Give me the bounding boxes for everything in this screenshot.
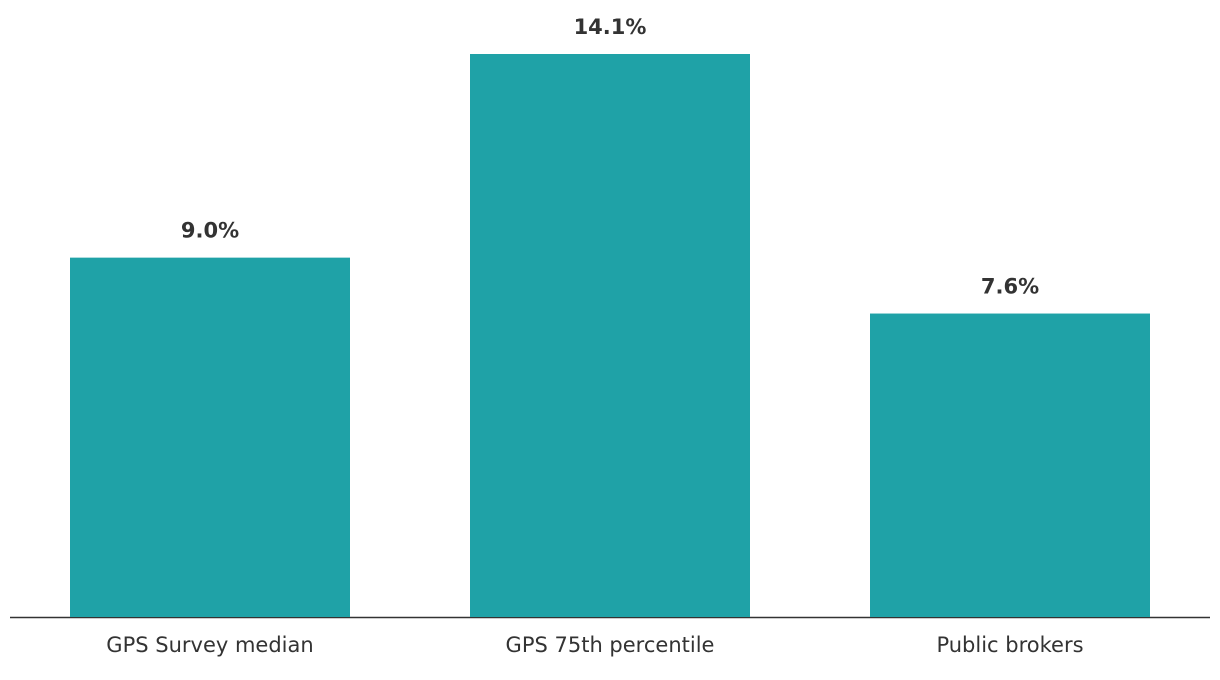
bar: [70, 257, 350, 617]
bar: [470, 54, 750, 617]
x-tick-label: GPS 75th percentile: [506, 633, 715, 657]
value-label: 7.6%: [981, 275, 1039, 299]
x-tick-label: Public brokers: [936, 633, 1083, 657]
value-label: 9.0%: [181, 219, 239, 243]
x-tick-label: GPS Survey median: [106, 633, 313, 657]
bar: [870, 313, 1150, 617]
value-label: 14.1%: [574, 15, 647, 39]
